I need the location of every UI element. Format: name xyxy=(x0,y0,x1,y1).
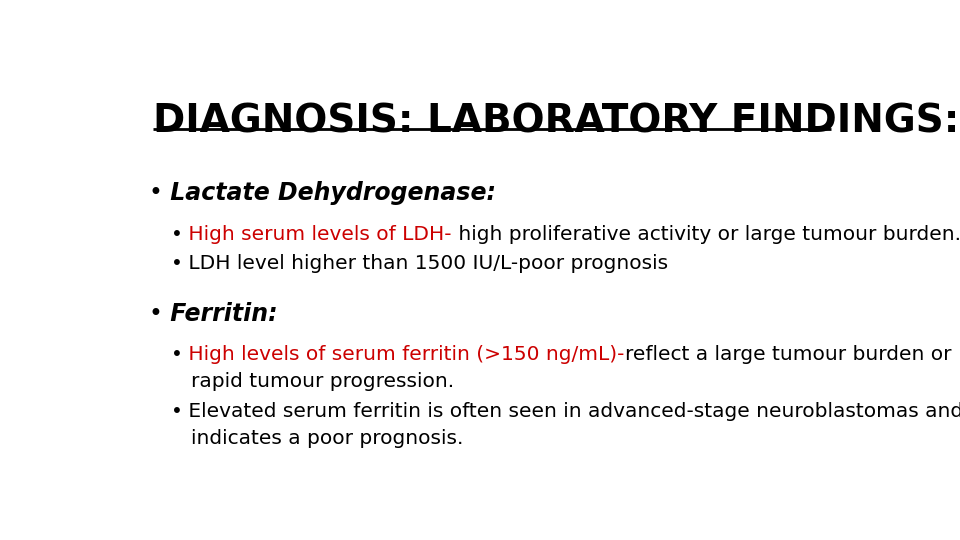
Text: LDH level higher than 1500 IU/L-poor prognosis: LDH level higher than 1500 IU/L-poor pro… xyxy=(182,254,668,273)
Text: DIAGNOSIS: LABORATORY FINDINGS:: DIAGNOSIS: LABORATORY FINDINGS: xyxy=(154,102,960,140)
Text: •: • xyxy=(148,302,162,326)
Text: •: • xyxy=(171,225,182,244)
Text: •: • xyxy=(148,181,162,205)
Text: rapid tumour progression.: rapid tumour progression. xyxy=(191,372,454,390)
Text: •: • xyxy=(171,346,182,365)
Text: Elevated serum ferritin is often seen in advanced-stage neuroblastomas and: Elevated serum ferritin is often seen in… xyxy=(182,402,960,421)
Text: •: • xyxy=(171,402,182,421)
Text: High levels of serum ferritin (>150 ng/mL)-: High levels of serum ferritin (>150 ng/m… xyxy=(182,346,625,365)
Text: high proliferative activity or large tumour burden.: high proliferative activity or large tum… xyxy=(452,225,960,244)
Text: High serum levels of LDH-: High serum levels of LDH- xyxy=(182,225,452,244)
Text: Ferritin:: Ferritin: xyxy=(162,302,277,326)
Text: •: • xyxy=(171,254,182,273)
Text: reflect a large tumour burden or: reflect a large tumour burden or xyxy=(625,346,951,365)
Text: Lactate Dehydrogenase:: Lactate Dehydrogenase: xyxy=(162,181,496,205)
Text: indicates a poor prognosis.: indicates a poor prognosis. xyxy=(191,429,463,448)
